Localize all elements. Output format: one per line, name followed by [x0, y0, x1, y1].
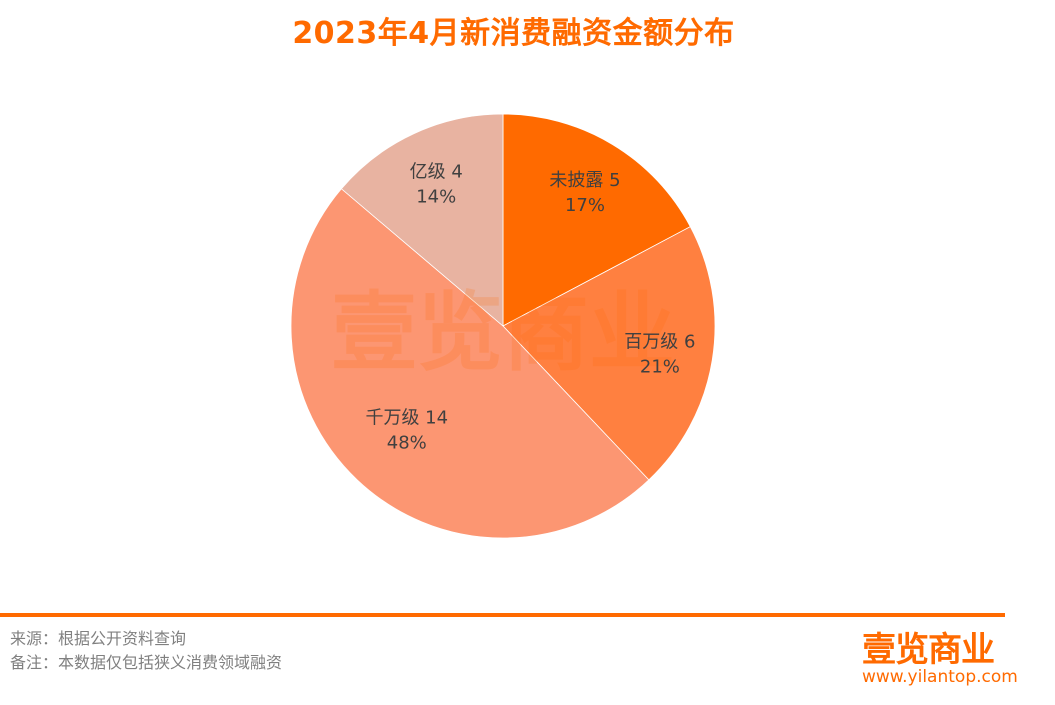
pie-slice-2	[290, 188, 650, 539]
slice-percent-3: 14%	[416, 187, 456, 208]
watermark: 壹览商业	[331, 283, 675, 383]
source-note: 来源：根据公开资料查询	[10, 629, 187, 648]
pie-slice-1	[502, 226, 716, 481]
slice-label-1: 百万级 6	[624, 332, 695, 353]
slice-percent-0: 17%	[565, 195, 605, 216]
remark-note: 备注：本数据仅包括狭义消费领域融资	[10, 653, 283, 672]
pie-slice-0	[502, 113, 691, 327]
brand-url[interactable]: www.yilantop.com	[862, 667, 1018, 687]
chart-title: 2023年4月新消费融资金额分布	[292, 16, 735, 51]
footer-divider	[0, 613, 1005, 617]
slice-label-2: 千万级 14	[365, 408, 448, 429]
slice-label-0: 未披露 5	[549, 170, 620, 191]
pie-slice-3	[340, 113, 504, 327]
slice-label-3: 亿级 4	[410, 162, 463, 183]
slice-percent-1: 21%	[640, 357, 680, 378]
slice-percent-2: 48%	[387, 433, 427, 454]
brand-logo: 壹览商业	[862, 630, 995, 670]
